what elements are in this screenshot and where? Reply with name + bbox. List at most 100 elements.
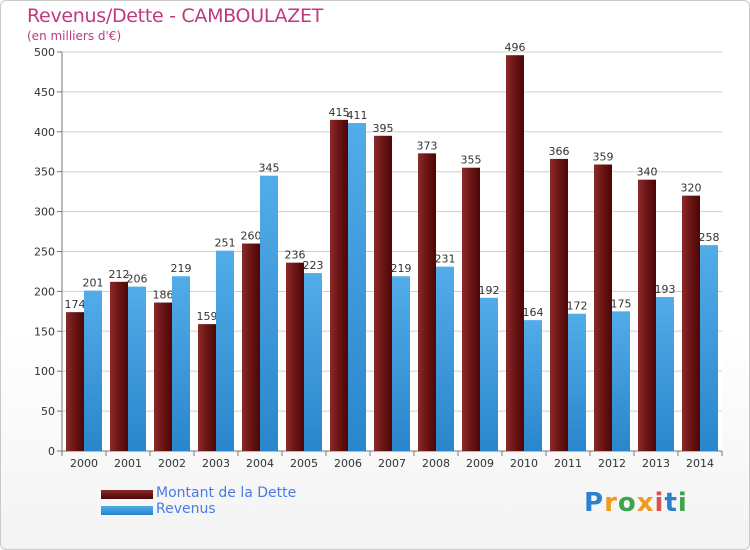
bar-dette [330, 119, 348, 451]
chart-subtitle: (en milliers d'€) [27, 29, 122, 43]
logo-letter: i [677, 488, 688, 518]
x-tick-label: 2002 [158, 457, 186, 470]
data-label-revenus: 219 [171, 262, 192, 275]
y-tick-label: 300 [34, 206, 55, 219]
data-label-dette: 415 [329, 106, 350, 119]
bar-revenus [216, 250, 234, 451]
bar-dette [462, 167, 480, 451]
bar-dette [418, 153, 436, 451]
x-tick-label: 2007 [378, 457, 406, 470]
bar-revenus [392, 276, 410, 451]
bar-revenus [568, 313, 586, 451]
x-tick-label: 2013 [642, 457, 670, 470]
legend-label-revenus: Revenus [156, 501, 216, 517]
data-label-dette: 355 [461, 154, 482, 167]
data-label-dette: 186 [153, 289, 174, 302]
logo-letter: x [636, 488, 655, 518]
bar-dette [66, 312, 84, 451]
data-label-dette: 260 [241, 230, 262, 243]
data-label-dette: 212 [109, 268, 130, 281]
x-tick-label: 2008 [422, 457, 450, 470]
bar-revenus [436, 266, 454, 451]
bar-dette [374, 135, 392, 452]
data-label-revenus: 164 [523, 306, 544, 319]
bar-revenus [84, 290, 102, 451]
y-tick-label: 450 [34, 86, 55, 99]
x-tick-label: 2000 [70, 457, 98, 470]
data-label-revenus: 206 [127, 273, 148, 286]
bar-revenus [304, 273, 322, 451]
data-label-dette: 320 [681, 182, 702, 195]
bar-revenus [128, 286, 146, 451]
y-tick-label: 400 [34, 126, 55, 139]
data-label-dette: 174 [65, 298, 86, 311]
proxiti-logo: Proxiti [584, 488, 688, 518]
y-tick-label: 350 [34, 166, 55, 179]
data-label-revenus: 172 [567, 300, 588, 313]
logo-letter: i [654, 488, 665, 518]
y-tick-label: 100 [34, 365, 55, 378]
bar-dette [682, 195, 700, 451]
bar-dette [550, 158, 568, 451]
bar-revenus [700, 245, 718, 451]
y-tick-label: 50 [41, 405, 55, 418]
data-label-revenus: 193 [655, 283, 676, 296]
bar-revenus [612, 311, 630, 451]
logo-letter: P [584, 488, 605, 518]
bar-dette [506, 55, 524, 451]
y-tick-label: 150 [34, 325, 55, 338]
data-label-revenus: 219 [391, 262, 412, 275]
chart-title: Revenus/Dette - CAMBOULAZET [27, 5, 323, 27]
bar-dette [154, 302, 172, 451]
data-label-dette: 340 [637, 166, 658, 179]
bar-dette [638, 179, 656, 451]
bar-dette [110, 281, 128, 451]
data-label-dette: 373 [417, 139, 438, 152]
data-label-revenus: 201 [83, 277, 104, 290]
data-label-dette: 395 [373, 122, 394, 135]
data-label-revenus: 258 [699, 231, 720, 244]
y-tick-label: 0 [48, 445, 55, 458]
x-tick-label: 2004 [246, 457, 274, 470]
x-tick-label: 2001 [114, 457, 142, 470]
data-label-dette: 496 [505, 41, 526, 54]
x-tick-label: 2011 [554, 457, 582, 470]
data-label-revenus: 231 [435, 253, 456, 266]
x-tick-label: 2003 [202, 457, 230, 470]
bar-dette [242, 243, 260, 451]
data-label-revenus: 192 [479, 284, 500, 297]
x-tick-label: 2014 [686, 457, 714, 470]
data-label-revenus: 411 [347, 109, 368, 122]
data-label-dette: 236 [285, 249, 306, 262]
data-label-revenus: 223 [303, 259, 324, 272]
bar-dette [286, 262, 304, 451]
logo-letter: t [664, 488, 678, 518]
x-tick-label: 2006 [334, 457, 362, 470]
x-tick-label: 2010 [510, 457, 538, 470]
x-tick-label: 2012 [598, 457, 626, 470]
bar-revenus [524, 320, 542, 451]
legend-label-dette: Montant de la Dette [156, 485, 297, 501]
logo-letter: r [604, 488, 618, 518]
y-tick-label: 250 [34, 246, 55, 259]
bar-revenus [348, 123, 366, 451]
data-label-dette: 359 [593, 151, 614, 164]
bar-revenus [260, 175, 278, 451]
data-label-revenus: 251 [215, 237, 236, 250]
bar-dette [198, 324, 216, 451]
bar-revenus [172, 276, 190, 451]
logo-letter: o [617, 488, 637, 518]
legend-swatch-dette [101, 490, 153, 499]
data-label-dette: 159 [197, 310, 218, 323]
data-label-revenus: 175 [611, 297, 632, 310]
data-label-revenus: 345 [259, 162, 280, 175]
data-label-dette: 366 [549, 145, 570, 158]
bar-dette [594, 164, 612, 451]
bar-chart: 0 50 100 150 200 250 300 350 400 450 500 2000 174 201… [34, 41, 723, 470]
bar-revenus [656, 296, 674, 451]
y-tick-label: 500 [34, 46, 55, 59]
x-tick-label: 2009 [466, 457, 494, 470]
x-tick-label: 2005 [290, 457, 318, 470]
bar-revenus [480, 297, 498, 451]
